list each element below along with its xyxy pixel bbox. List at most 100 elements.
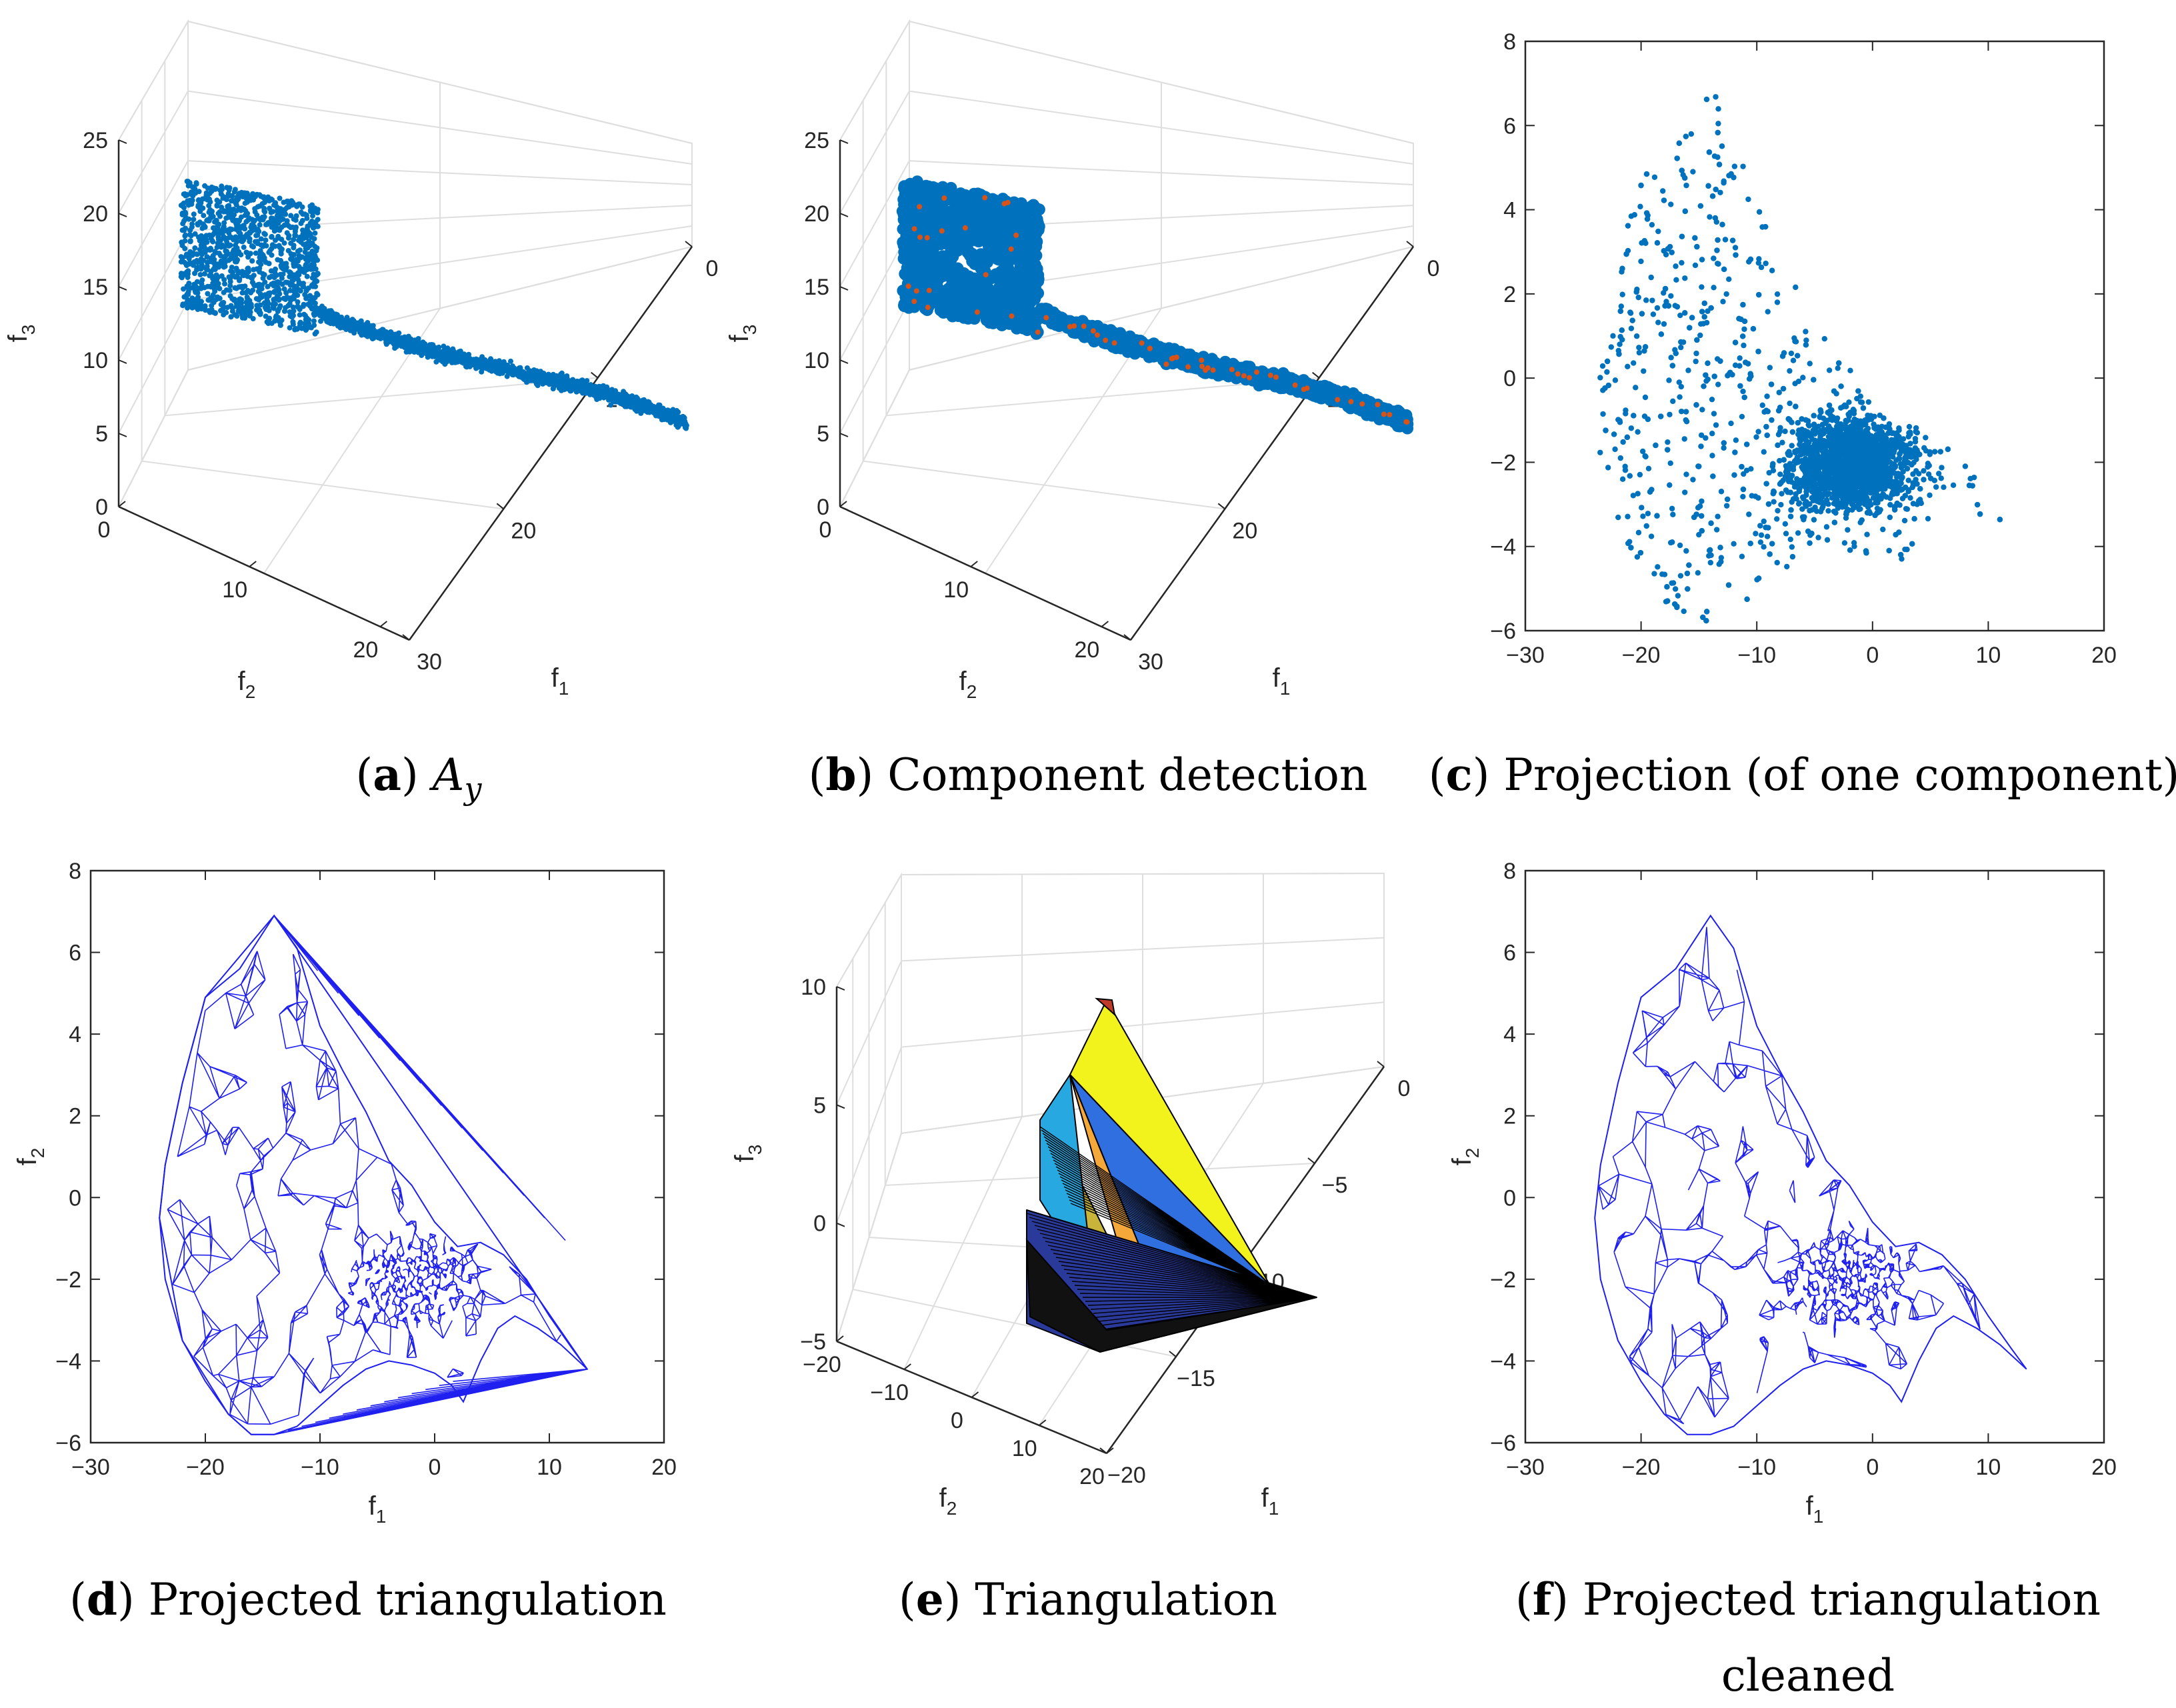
data-point xyxy=(206,209,212,215)
data-point xyxy=(197,272,203,277)
data-point xyxy=(273,280,279,286)
data-point xyxy=(219,187,225,193)
data-point xyxy=(195,265,201,271)
data-point xyxy=(194,251,200,257)
z-tick xyxy=(118,359,127,364)
data-point xyxy=(979,251,992,264)
data-point xyxy=(242,270,248,276)
data-point xyxy=(257,252,263,258)
component-marker xyxy=(1205,365,1211,371)
data-point xyxy=(227,226,233,232)
data-point xyxy=(561,387,567,393)
data-point xyxy=(183,191,189,197)
data-point xyxy=(199,233,204,239)
data-point xyxy=(635,407,641,413)
component-marker xyxy=(1199,357,1205,363)
component-marker xyxy=(1301,387,1307,393)
data-point xyxy=(256,259,261,265)
data-point xyxy=(550,386,556,391)
data-point xyxy=(181,227,187,233)
data-point xyxy=(921,187,934,199)
data-point xyxy=(191,217,197,223)
data-point xyxy=(989,285,1002,298)
data-point xyxy=(291,286,297,292)
data-point xyxy=(271,305,277,311)
y-tick xyxy=(118,501,126,507)
data-point xyxy=(345,319,351,325)
data-point xyxy=(948,246,961,259)
data-point xyxy=(227,283,233,289)
data-point xyxy=(292,327,298,333)
data-point xyxy=(227,287,233,293)
x-tick-label: 20 xyxy=(511,518,536,543)
data-point xyxy=(229,265,235,270)
data-point xyxy=(219,260,225,266)
data-point xyxy=(1055,318,1068,330)
data-point xyxy=(265,299,271,305)
y-tick-label: 20 xyxy=(353,637,378,663)
data-point xyxy=(617,400,623,406)
data-point xyxy=(238,207,244,213)
y-grid xyxy=(263,82,441,574)
data-point xyxy=(541,374,547,380)
y-tick-label: 0 xyxy=(1503,366,1516,391)
data-point xyxy=(199,299,204,305)
data-point xyxy=(189,297,195,303)
data-point xyxy=(946,265,959,277)
data-point xyxy=(223,253,229,259)
data-point xyxy=(909,208,921,221)
z-tick-label: 20 xyxy=(83,201,108,227)
data-point xyxy=(1014,198,1026,211)
data-point xyxy=(312,230,318,236)
x-tick-label: 20 xyxy=(1232,518,1257,543)
data-point xyxy=(203,266,209,272)
data-point xyxy=(251,267,257,273)
x-tick-label: −30 xyxy=(1506,643,1545,668)
x-tick-label: 30 xyxy=(1138,649,1163,675)
data-point xyxy=(201,213,207,219)
data-point xyxy=(191,211,197,217)
component-marker xyxy=(925,305,931,311)
data-point xyxy=(1021,323,1034,335)
data-point xyxy=(243,299,249,305)
component-marker xyxy=(1387,412,1393,418)
data-point xyxy=(297,312,303,318)
data-point xyxy=(478,359,484,365)
component-marker xyxy=(1235,371,1241,377)
data-point xyxy=(239,311,245,317)
data-point xyxy=(317,313,323,319)
data-point xyxy=(310,299,316,305)
x-tick xyxy=(496,503,504,510)
data-point xyxy=(932,199,945,211)
x-tick-label: 0 xyxy=(1866,643,1879,668)
data-point xyxy=(961,246,974,259)
data-point xyxy=(1277,382,1289,395)
data-point xyxy=(935,210,947,223)
data-point xyxy=(444,356,449,362)
data-point xyxy=(201,242,207,248)
data-point xyxy=(180,221,186,227)
data-point xyxy=(550,373,555,379)
component-marker xyxy=(905,283,911,289)
data-point xyxy=(1031,269,1043,282)
data-point xyxy=(234,274,240,280)
data-point xyxy=(269,252,275,258)
data-point xyxy=(310,213,315,219)
z-tick-label: 15 xyxy=(83,275,108,300)
data-point xyxy=(575,382,580,388)
data-point xyxy=(1005,271,1017,283)
data-point xyxy=(311,318,317,324)
data-point xyxy=(216,251,222,256)
data-point xyxy=(903,195,915,207)
x-tick-label: −20 xyxy=(1622,643,1661,668)
component-marker xyxy=(962,225,968,231)
data-point xyxy=(225,193,231,199)
data-point xyxy=(1030,249,1043,262)
data-point xyxy=(230,269,236,275)
data-point xyxy=(432,353,438,359)
data-point xyxy=(236,249,242,255)
data-point xyxy=(495,363,501,369)
data-point xyxy=(185,305,191,311)
data-point xyxy=(639,398,645,404)
data-point xyxy=(307,243,313,249)
